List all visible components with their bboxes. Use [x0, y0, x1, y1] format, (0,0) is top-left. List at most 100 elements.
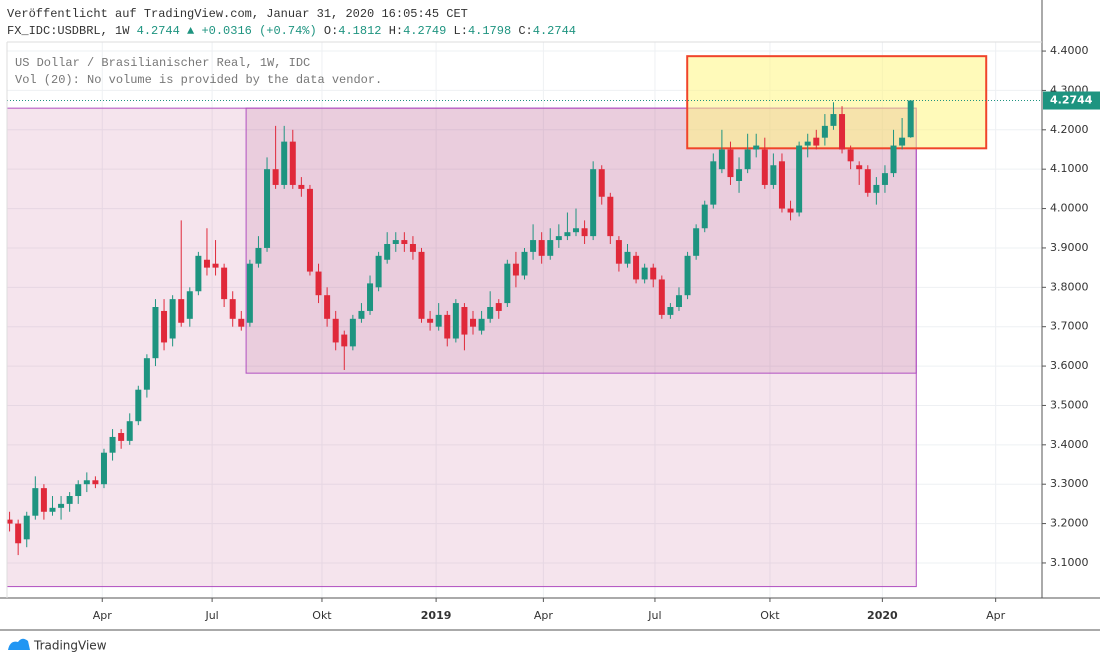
candle-body: [349, 318, 356, 347]
logo-icon: [8, 638, 30, 650]
candle-body: [581, 228, 588, 237]
candle-body: [367, 283, 374, 311]
candle-body: [530, 240, 537, 252]
candle-body: [736, 169, 743, 181]
legend-line: Vol (20): No volume is provided by the d…: [15, 73, 382, 87]
candle-body: [470, 318, 477, 327]
candle-body: [770, 165, 777, 185]
candle-body: [109, 436, 116, 453]
candle-body: [427, 318, 434, 323]
symbol-line: FX_IDC:USDBRL, 1W 4.2744 ▲ +0.0316 (+0.7…: [7, 24, 576, 38]
candle-body: [92, 480, 99, 485]
candle-body: [161, 310, 168, 343]
candle-body: [40, 488, 47, 512]
x-tick-label: 2019: [421, 609, 452, 622]
candle-body: [710, 161, 717, 205]
candle-body: [195, 255, 202, 292]
last-price-box: [1043, 91, 1100, 110]
y-tick-label: 3.5000: [1050, 398, 1089, 411]
x-tick-label: 2020: [867, 609, 898, 622]
drawing-box: [245, 107, 917, 374]
candle-body: [229, 299, 236, 319]
logo: TradingView: [8, 639, 107, 653]
candle-body: [684, 255, 691, 296]
ohlc-label: L:: [454, 24, 468, 38]
candle-body: [512, 263, 519, 276]
candle-body: [375, 255, 382, 288]
ohlc-value: 4.1812: [338, 24, 381, 38]
candle-body: [332, 318, 339, 343]
candle-body: [787, 208, 794, 213]
last-price-label: 4.2744: [1050, 94, 1093, 107]
candle-body: [564, 232, 571, 237]
candle-body: [504, 263, 511, 304]
candle-body: [821, 125, 828, 138]
candle-body: [32, 488, 39, 516]
change-arrow: ▲: [187, 24, 195, 38]
candle-body: [495, 303, 502, 311]
published-line: Veröffentlicht auf TradingView.com, Janu…: [7, 7, 468, 21]
candle-body: [590, 169, 597, 237]
x-tick-label: Okt: [312, 609, 332, 622]
candle-body: [126, 421, 133, 441]
candle-body: [409, 244, 416, 252]
candle-body: [761, 149, 768, 185]
candle-body: [864, 169, 871, 193]
candle-body: [118, 433, 125, 441]
y-tick-label: 3.9000: [1050, 241, 1089, 254]
x-tick-label: Apr: [986, 609, 1006, 622]
candle-body: [152, 307, 159, 359]
candle-body: [289, 141, 296, 185]
candle-body: [169, 299, 176, 339]
candle-body: [58, 503, 65, 508]
candle-body: [401, 240, 408, 245]
candle-body: [778, 161, 785, 209]
candle-body: [718, 149, 725, 170]
x-tick-label: Jul: [647, 609, 661, 622]
candle-body: [650, 267, 657, 280]
candle-body: [624, 251, 631, 264]
candle-body: [255, 247, 262, 264]
candle-body: [521, 251, 528, 276]
candle-body: [727, 149, 734, 178]
candle-body: [203, 259, 210, 268]
candle-body: [607, 196, 614, 237]
y-tick-label: 4.2000: [1050, 123, 1089, 136]
x-tick-label: Jul: [204, 609, 218, 622]
candle-body: [281, 141, 288, 185]
candle-body: [75, 484, 82, 497]
ohlc-value: 4.2749: [403, 24, 446, 38]
candle-body: [264, 169, 271, 248]
candle-body: [315, 271, 322, 296]
candle-body: [135, 389, 142, 422]
candle-body: [856, 165, 863, 170]
candle-body: [272, 169, 279, 185]
candle-body: [658, 279, 665, 315]
y-tick-label: 3.2000: [1050, 517, 1089, 530]
candle-body: [100, 452, 107, 485]
candle-body: [796, 145, 803, 213]
brand: TradingView: [33, 639, 107, 653]
candle-body: [907, 100, 914, 138]
candle-body: [847, 149, 854, 162]
price: 4.2744: [137, 24, 180, 38]
candle-body: [813, 137, 820, 146]
candle-body: [435, 314, 442, 327]
candle-body: [341, 334, 348, 347]
candle-body: [66, 496, 73, 504]
y-tick-label: 4.0000: [1050, 202, 1089, 215]
candle-body: [178, 299, 185, 323]
candle-body: [830, 114, 837, 126]
drawing-box: [686, 55, 988, 150]
candle-body: [899, 137, 906, 146]
candle-body: [633, 255, 640, 280]
candle-body: [641, 267, 648, 280]
x-tick-label: Apr: [534, 609, 554, 622]
candle-body: [598, 169, 605, 197]
candle-body: [23, 515, 30, 540]
candle-body: [538, 240, 545, 256]
candle-body: [675, 295, 682, 308]
ohlc-label: O:: [324, 24, 338, 38]
